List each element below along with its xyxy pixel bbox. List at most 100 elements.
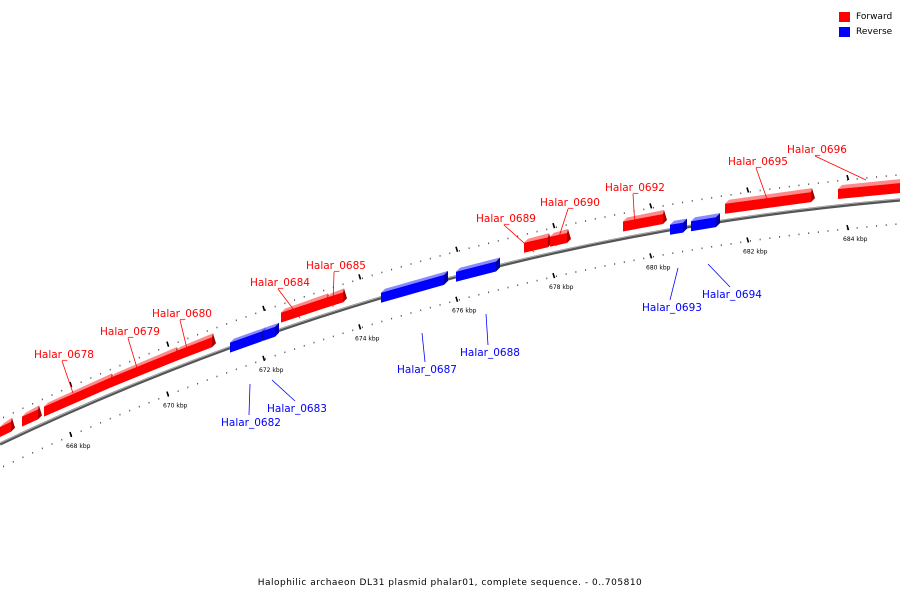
scale-minor-tick bbox=[623, 212, 625, 214]
gene-label[interactable]: Halar_0695 bbox=[728, 156, 788, 168]
gene-block-halar-0687[interactable] bbox=[381, 270, 448, 303]
scale-minor-tick bbox=[478, 244, 480, 247]
legend-label-reverse: Reverse bbox=[856, 26, 893, 37]
scale-minor-tick bbox=[468, 296, 470, 298]
scale-minor-tick bbox=[90, 377, 92, 379]
scale-minor-tick bbox=[866, 226, 868, 228]
scale-minor-tick bbox=[274, 354, 276, 357]
gene-block-face bbox=[44, 377, 114, 417]
gene-label[interactable]: Halar_0682 bbox=[221, 417, 281, 429]
scale-label: 668 kbp bbox=[66, 443, 91, 450]
scale-minor-tick bbox=[788, 185, 790, 188]
scale-minor-tick bbox=[206, 330, 208, 332]
scale-minor-tick bbox=[41, 447, 43, 450]
gene-block-face bbox=[0, 421, 14, 437]
gene-label[interactable]: Halar_0679 bbox=[100, 326, 160, 338]
gene-block-halar-0693[interactable] bbox=[670, 218, 687, 235]
scale-minor-tick bbox=[458, 250, 460, 252]
gene-block-halar-0682[interactable] bbox=[230, 327, 266, 353]
scale-major-tick bbox=[846, 224, 850, 231]
gene-label[interactable]: Halar_0684 bbox=[250, 277, 310, 289]
scale-minor-tick bbox=[361, 326, 363, 329]
gene-label[interactable]: Halar_0688 bbox=[460, 347, 520, 359]
scale-minor-tick bbox=[526, 282, 528, 284]
gene-block-top bbox=[838, 179, 900, 190]
scale-major-tick-upper bbox=[262, 305, 266, 312]
gene-label[interactable]: Halar_0694 bbox=[702, 289, 762, 301]
scale-minor-tick bbox=[216, 326, 218, 329]
sequence-backbone bbox=[0, 198, 900, 446]
scale-label: 672 kbp bbox=[259, 367, 284, 374]
gene-label[interactable]: Halar_0680 bbox=[152, 308, 212, 320]
gene-block-halar-0696[interactable] bbox=[838, 179, 900, 200]
gene-label[interactable]: Halar_0678 bbox=[34, 349, 94, 361]
scale-minor-tick bbox=[614, 214, 616, 216]
scale-minor-tick bbox=[420, 309, 422, 312]
gene-block-halar-0685[interactable] bbox=[327, 288, 347, 308]
scale-minor-tick bbox=[682, 201, 684, 204]
gene-block-halar-0680[interactable] bbox=[176, 333, 216, 362]
gene-label[interactable]: Halar_0689 bbox=[476, 213, 536, 225]
scale-minor-tick bbox=[652, 206, 654, 209]
gene-block-halar-0684[interactable] bbox=[281, 293, 331, 323]
gene-block-face bbox=[281, 297, 330, 323]
gene-block-halar-0689[interactable] bbox=[524, 233, 552, 253]
gene-label[interactable]: Halar_0683 bbox=[267, 403, 327, 415]
gene-label[interactable]: Halar_0692 bbox=[605, 182, 665, 194]
gene-label[interactable]: Halar_0690 bbox=[540, 197, 600, 209]
gene-block-halar-0688[interactable] bbox=[456, 257, 500, 282]
gene-label[interactable]: Halar_0696 bbox=[787, 144, 847, 156]
gene-block-end bbox=[683, 218, 687, 233]
scale-label: 674 kbp bbox=[355, 335, 380, 342]
scale-minor-tick bbox=[779, 236, 781, 238]
gene-block-halar-0695[interactable] bbox=[725, 188, 815, 214]
scale-minor-tick bbox=[187, 337, 189, 340]
gene-block-halar-0694[interactable] bbox=[691, 213, 720, 232]
gene-block[interactable] bbox=[0, 417, 15, 437]
gene-block-top bbox=[550, 229, 568, 237]
scale-minor-tick bbox=[585, 269, 587, 271]
scale-minor-tick bbox=[808, 232, 810, 234]
gene-block-face bbox=[176, 337, 215, 362]
scale-minor-tick bbox=[381, 271, 383, 274]
gene-block[interactable] bbox=[22, 405, 42, 427]
gene-block-face bbox=[725, 192, 814, 214]
scale-major-tick-upper bbox=[846, 174, 850, 181]
gene-block-halar-0690[interactable] bbox=[550, 229, 571, 247]
gene-block-top bbox=[263, 322, 279, 331]
scale-minor-tick bbox=[691, 200, 693, 202]
scale-minor-tick bbox=[148, 401, 150, 404]
scale-minor-tick bbox=[313, 292, 315, 295]
scale-minor-tick bbox=[691, 249, 693, 251]
gene-block-end bbox=[38, 405, 42, 420]
gene-block-face bbox=[550, 233, 570, 247]
gene-block-halar-0683[interactable] bbox=[263, 322, 279, 341]
gene-label[interactable]: Halar_0685 bbox=[306, 260, 366, 272]
gene-label-leader bbox=[669, 267, 679, 301]
gene-label-leader bbox=[555, 208, 569, 247]
scale-minor-tick bbox=[129, 360, 131, 363]
gene-block-top bbox=[0, 417, 12, 427]
sequence-caption: Halophilic archaeon DL31 plasmid phalar0… bbox=[257, 578, 643, 588]
gene-block-top bbox=[176, 333, 213, 352]
scale-minor-tick bbox=[177, 341, 179, 343]
gene-block-face bbox=[263, 326, 275, 341]
gene-block-halar-0678[interactable] bbox=[44, 373, 115, 417]
gene-block-top bbox=[670, 218, 687, 225]
scale-minor-tick bbox=[604, 216, 606, 218]
scale-minor-tick bbox=[769, 237, 771, 239]
scale-minor-tick bbox=[323, 338, 325, 341]
gene-block-halar-0692[interactable] bbox=[623, 210, 667, 232]
scale-minor-tick bbox=[255, 361, 257, 364]
gene-label-leader bbox=[248, 383, 251, 416]
scale-minor-tick bbox=[294, 348, 296, 350]
scale-label: 682 kbp bbox=[743, 249, 768, 256]
gene-label[interactable]: Halar_0687 bbox=[397, 364, 457, 376]
scale-minor-tick bbox=[294, 299, 296, 301]
gene-label[interactable]: Halar_0693 bbox=[642, 302, 702, 314]
gene-block-face bbox=[22, 409, 41, 427]
scale-minor-tick bbox=[798, 184, 800, 187]
scale-minor-tick bbox=[51, 443, 53, 445]
gene-block-face bbox=[456, 261, 496, 282]
